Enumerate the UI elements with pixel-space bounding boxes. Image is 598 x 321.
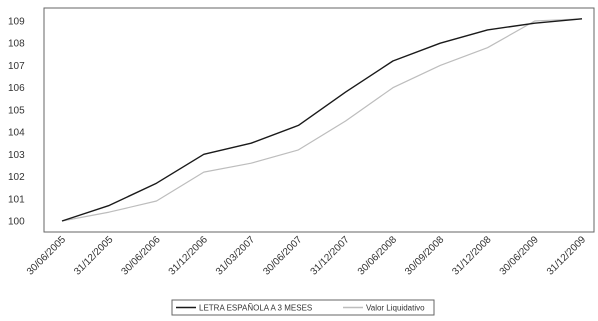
x-tick-label: 30/09/2008 (403, 234, 446, 277)
x-tick-label: 31/12/2006 (167, 234, 210, 277)
y-tick-label: 103 (8, 150, 25, 161)
x-tick-label: 31/12/2005 (72, 234, 115, 277)
x-tick-label: 30/06/2006 (119, 234, 162, 277)
y-tick-label: 106 (8, 83, 25, 94)
legend: LETRA ESPAÑOLA A 3 MESES Valor Liquidati… (171, 299, 435, 316)
series-line-letra (61, 18, 583, 222)
x-tick-label: 30/06/2008 (356, 234, 399, 277)
x-axis-ticks: 30/06/2005 31/12/2005 30/06/2006 31/12/2006… (25, 234, 588, 277)
x-tick-label: 31/03/2007 (214, 234, 257, 277)
series-lines (61, 18, 583, 222)
y-tick-label: 108 (8, 39, 25, 50)
plot-area-border (43, 7, 595, 233)
y-tick-label: 107 (8, 61, 25, 72)
y-axis-ticks: 100 101 102 103 104 105 106 107 108 109 (8, 17, 25, 228)
legend-label-valor: Valor Liquidativo (366, 304, 425, 313)
x-tick-label: 30/06/2005 (25, 234, 68, 277)
y-tick-label: 100 (8, 217, 25, 228)
x-tick-label: 31/12/2008 (450, 234, 493, 277)
x-tick-label: 30/06/2009 (498, 234, 541, 277)
y-tick-label: 109 (8, 17, 25, 28)
x-tick-label: 30/06/2007 (261, 234, 304, 277)
series-line-valor (61, 18, 583, 222)
x-tick-label: 31/12/2007 (309, 234, 352, 277)
y-tick-label: 102 (8, 172, 25, 183)
y-tick-label: 101 (8, 194, 25, 205)
y-tick-label: 105 (8, 105, 25, 116)
x-tick-label: 31/12/2009 (545, 234, 588, 277)
y-tick-label: 104 (8, 128, 25, 139)
legend-label-letra: LETRA ESPAÑOLA A 3 MESES (199, 304, 312, 313)
legend-box (171, 299, 435, 316)
